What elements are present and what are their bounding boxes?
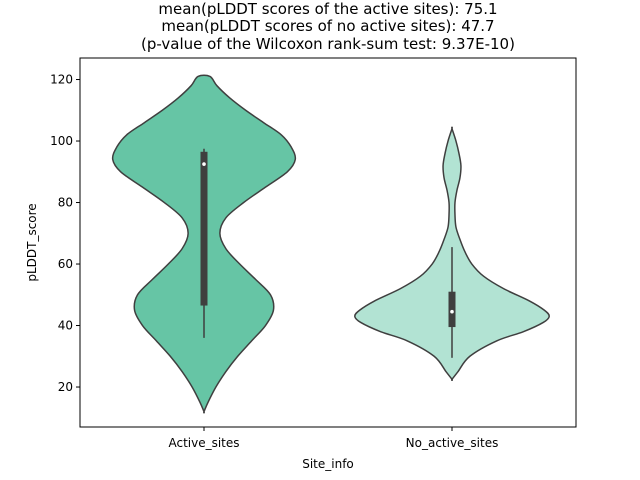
y-axis-label: pLDDT_score (25, 203, 39, 281)
box-layer (200, 148, 456, 358)
y-tick-label: 60 (58, 257, 73, 271)
y-tick-label: 120 (50, 73, 73, 87)
plot-area-frame (79, 57, 577, 428)
x-axis-label: Site_info (302, 457, 354, 471)
violin-layer (111, 74, 550, 414)
y-tick-label: 20 (58, 380, 73, 394)
median-marker (450, 309, 454, 314)
title-line-2: mean(pLDDT scores of no active sites): 4… (161, 17, 494, 35)
y-tick-label: 80 (58, 196, 73, 210)
iqr-box (448, 291, 456, 328)
chart-title: mean(pLDDT scores of the active sites): … (141, 0, 515, 53)
x-tick-label: Active_sites (168, 436, 239, 450)
y-tick-label: 40 (58, 319, 73, 333)
y-axis: 20 40 60 80 100 120 (50, 73, 80, 394)
title-line-1: mean(pLDDT scores of the active sites): … (158, 0, 497, 18)
x-axis: Active_sites No_active_sites (168, 427, 498, 450)
y-tick-label: 100 (50, 134, 73, 148)
title-line-3: (p-value of the Wilcoxon rank-sum test: … (141, 35, 515, 53)
x-tick-label: No_active_sites (406, 436, 499, 450)
median-marker (202, 162, 206, 166)
iqr-box (200, 151, 208, 306)
